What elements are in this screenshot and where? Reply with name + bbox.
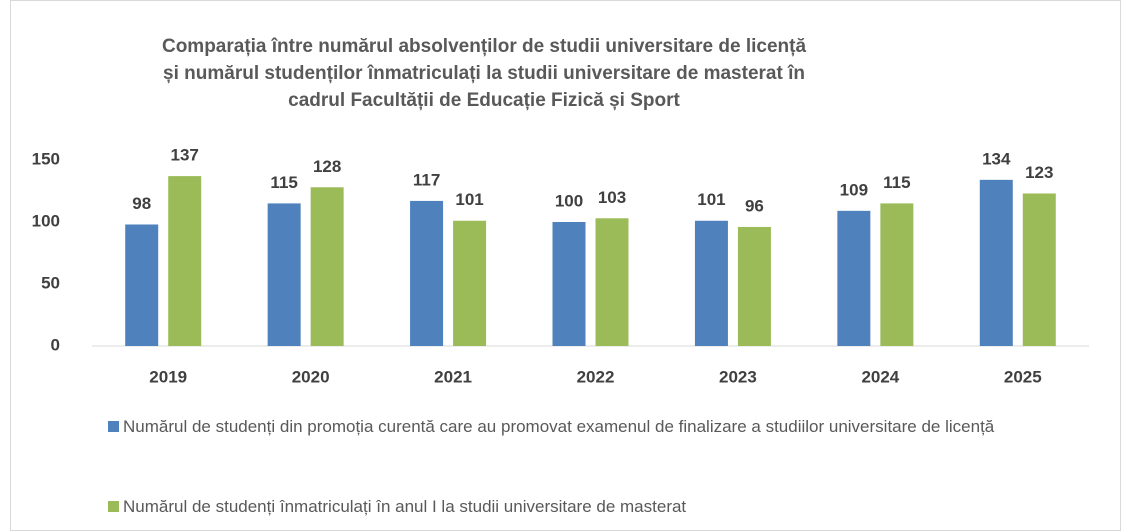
data-label: 117 <box>413 170 440 189</box>
legend-swatch <box>108 421 119 432</box>
data-label: 101 <box>455 190 483 209</box>
bar <box>168 176 202 346</box>
x-tick-label: 2023 <box>719 367 757 386</box>
data-label: 98 <box>132 194 151 213</box>
data-label: 134 <box>982 149 1011 168</box>
bar <box>125 224 159 346</box>
data-label: 137 <box>171 146 199 165</box>
legend-item: Numărul de studenți înmatriculați în anu… <box>108 494 1088 520</box>
x-tick-label: 2021 <box>434 367 472 386</box>
data-label: 103 <box>598 188 626 207</box>
data-label: 96 <box>745 196 764 215</box>
legend-item: Numărul de studenți din promoția curentă… <box>108 414 1088 440</box>
data-label: 128 <box>313 157 341 176</box>
data-label: 115 <box>883 173 910 192</box>
bar <box>737 226 771 346</box>
data-label: 115 <box>270 173 297 192</box>
legend-label: Numărul de studenți înmatriculați în anu… <box>123 497 687 516</box>
y-tick-label: 0 <box>51 335 60 354</box>
data-label: 123 <box>1025 163 1053 182</box>
x-tick-label: 2024 <box>861 367 899 386</box>
legend-swatch <box>108 501 119 512</box>
bar <box>595 218 629 346</box>
y-tick-label: 50 <box>41 273 60 292</box>
x-tick-label: 2025 <box>1004 367 1042 386</box>
legend-label: Numărul de studenți din promoția curentă… <box>123 417 995 436</box>
x-tick-label: 2020 <box>292 367 330 386</box>
bar <box>837 210 871 346</box>
bar <box>880 203 914 346</box>
bar <box>694 220 728 346</box>
data-label: 109 <box>840 180 868 199</box>
bar <box>552 222 586 346</box>
x-tick-label: 2019 <box>149 367 187 386</box>
y-tick-label: 150 <box>32 149 60 168</box>
data-label: 101 <box>697 190 725 209</box>
data-label: 100 <box>555 191 583 210</box>
bar <box>979 179 1013 346</box>
bar <box>267 203 301 346</box>
bar <box>310 187 344 346</box>
bar <box>410 200 444 346</box>
x-tick-label: 2022 <box>577 367 615 386</box>
bar <box>453 220 487 346</box>
y-tick-label: 100 <box>32 211 60 230</box>
chart-title: Comparația între numărul absolvenților d… <box>161 36 807 111</box>
bar <box>1022 193 1056 346</box>
